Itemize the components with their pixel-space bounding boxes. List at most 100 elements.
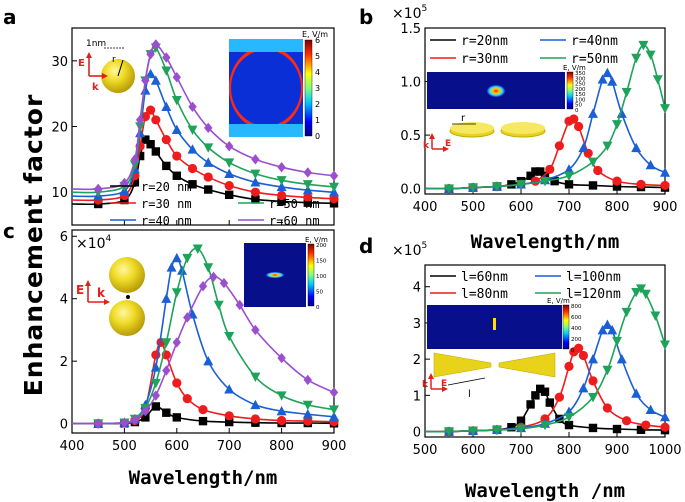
- y-tick-label-d-2: 2: [413, 353, 421, 368]
- data-point-d-3-5: [540, 420, 550, 431]
- data-point-c-4-14: [277, 352, 286, 364]
- data-point-c-4-2: [120, 417, 129, 428]
- data-point-b-3-6: [564, 171, 574, 181]
- data-point-a-0-11: [204, 185, 213, 194]
- plot-frame-c: [71, 229, 335, 434]
- legend-b-1-label: r=40nm: [571, 34, 618, 49]
- data-point-b-2-13: [631, 142, 642, 153]
- colorbar-tick-b-6: 300: [575, 76, 586, 82]
- data-point-c-4-16: [329, 387, 339, 398]
- data-point-a-4-3: [130, 154, 140, 165]
- data-point-a-3-10: [187, 125, 198, 135]
- data-point-d-1-7: [564, 361, 574, 371]
- data-point-c-1-12: [250, 414, 260, 424]
- data-point-d-3-11: [631, 287, 642, 298]
- data-point-d-1-14: [641, 420, 651, 430]
- k-label-c: k: [97, 286, 106, 300]
- hotspot-c: [266, 272, 284, 278]
- data-point-a-2-14: [276, 181, 287, 192]
- e-arrow-head-c: [85, 280, 91, 286]
- data-point-c-4-8: [183, 312, 192, 323]
- data-point-d-3-7: [588, 392, 598, 403]
- data-point-a-1-12: [224, 181, 234, 191]
- gap-label: 1nm: [86, 39, 106, 49]
- data-point-b-2-6: [564, 164, 574, 174]
- y-tick-label-b-1: 0.5: [400, 129, 421, 144]
- e-label-c: E: [76, 283, 84, 297]
- data-point-c-4-4: [141, 405, 150, 417]
- data-point-a-2-10: [187, 144, 198, 154]
- plot-frame-d: [424, 264, 666, 438]
- data-point-c-4-15: [303, 374, 312, 386]
- data-point-d-0-9: [540, 387, 550, 396]
- data-point-d-0-10: [545, 398, 554, 407]
- data-point-d-0-8: [536, 384, 545, 394]
- legend-b-3-label: r=50nm: [571, 52, 618, 67]
- data-point-c-2-14: [276, 405, 287, 416]
- colorbar-tick-d-0: 0: [571, 348, 575, 354]
- data-point-a-2-8: [161, 101, 172, 111]
- colorbar-tick-a-4: 4: [315, 68, 320, 77]
- colorbar-tick-a-3: 3: [315, 84, 320, 93]
- y-tick-label-d-1: 1: [413, 389, 421, 404]
- data-point-c-0-4: [141, 413, 150, 422]
- data-point-d-3-15: [660, 340, 670, 350]
- data-point-b-0-8: [536, 167, 545, 176]
- plot-area-d: 500 600 700 800 900 1000 0 1 2 3 4 Wavelength /nm l=…: [413, 270, 682, 502]
- data-point-d-1-13: [622, 416, 632, 426]
- colorbar-tick-d-1: 200: [571, 337, 582, 343]
- colorbar-tick-c-4: 200: [316, 243, 327, 249]
- y-tick-label-b-3: 1.5: [400, 22, 421, 37]
- data-point-c-4-13: [251, 324, 260, 336]
- data-point-a-3-8: [161, 66, 172, 76]
- y-tick-label-a-1: 20: [51, 121, 68, 136]
- data-point-d-3-14: [650, 311, 661, 321]
- data-point-a-0-9: [172, 171, 181, 180]
- data-point-c-2-13: [250, 399, 261, 410]
- data-point-c-2-9: [177, 265, 188, 275]
- data-point-a-0-10: [188, 180, 197, 189]
- length-line: [447, 377, 486, 386]
- colorbar-tick-b-5: 250: [575, 82, 586, 88]
- data-point-b-0-4: [507, 180, 516, 189]
- data-point-d-1-11: [588, 376, 598, 386]
- data-point-c-2-5: [150, 362, 161, 372]
- data-point-a-1-6: [146, 105, 156, 115]
- data-point-c-3-14: [276, 391, 287, 401]
- data-point-a-4-12: [225, 141, 234, 152]
- y-tick-label-d-0: 0: [413, 426, 421, 441]
- data-point-b-1-13: [612, 176, 622, 186]
- series-line-b-3: [424, 44, 666, 190]
- scale-label-d: ×105: [392, 241, 427, 259]
- scale-label-c: ×104: [76, 234, 112, 252]
- data-point-c-2-7: [166, 262, 177, 272]
- data-point-c-1-8: [172, 378, 182, 388]
- data-point-b-3-2: [468, 183, 478, 193]
- data-point-c-2-11: [203, 355, 214, 366]
- data-point-c-2-16: [329, 411, 339, 421]
- data-point-c-0-9: [225, 417, 234, 427]
- k-arrow-head-d: [428, 373, 434, 379]
- data-point-a-1-9: [172, 151, 182, 161]
- data-point-b-3-7: [588, 157, 598, 168]
- legend-a-2-label: r=50 nm: [269, 197, 320, 211]
- data-point-a-0-5: [141, 135, 150, 144]
- data-point-a-2-7: [150, 75, 161, 85]
- data-point-d-3-4: [516, 424, 526, 434]
- data-point-d-2-14: [645, 404, 656, 415]
- x-axis-label-d: Wavelength /nm: [465, 480, 625, 502]
- bowtie-right: [498, 352, 556, 378]
- data-point-a-2-6: [145, 68, 156, 79]
- data-point-c-1-13: [277, 415, 287, 426]
- data-point-a-0-7: [151, 147, 161, 156]
- colorbar-d: [562, 304, 570, 350]
- data-point-c-2-8: [171, 252, 182, 263]
- data-point-a-4-1: [94, 183, 103, 195]
- data-point-d-1-9: [574, 343, 584, 353]
- data-point-c-1-10: [198, 404, 208, 415]
- data-point-b-3-9: [612, 120, 622, 130]
- data-point-a-1-13: [250, 187, 260, 197]
- data-point-a-2-15: [302, 184, 313, 195]
- y-tick-label-d-4: 4: [413, 281, 421, 296]
